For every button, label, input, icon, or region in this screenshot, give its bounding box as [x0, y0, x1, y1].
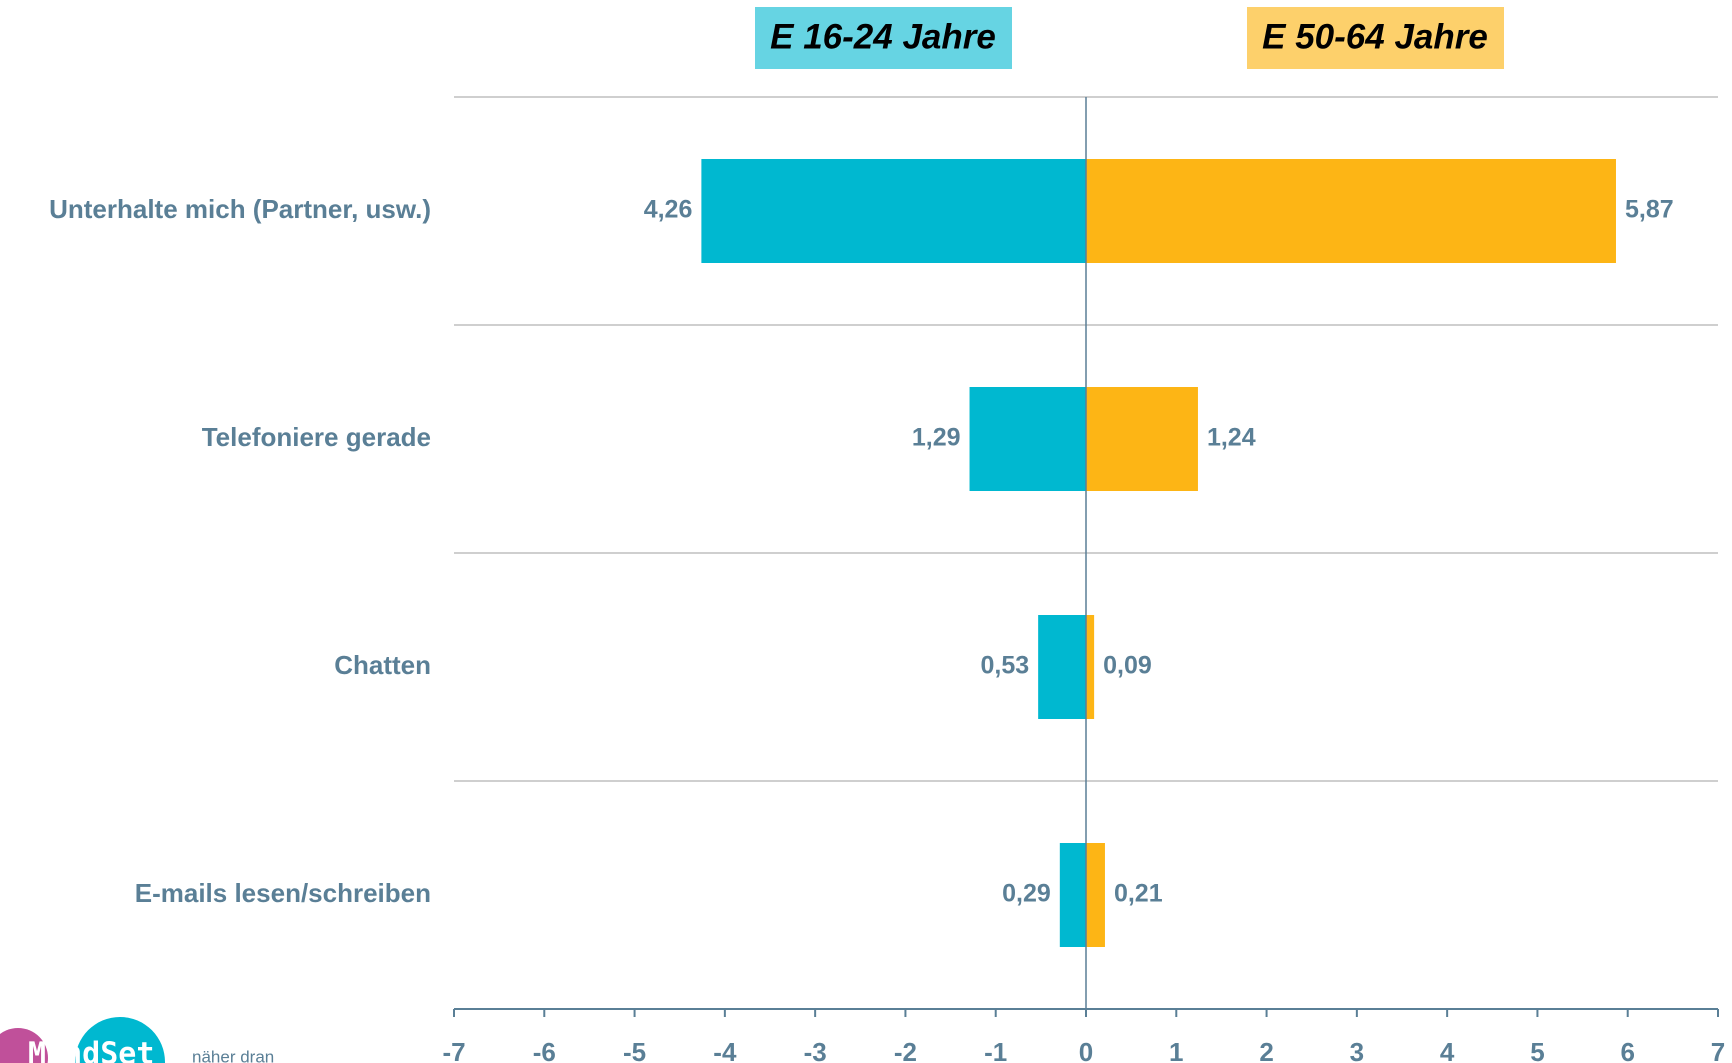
bar — [1038, 615, 1086, 719]
x-tick-label: 7 — [1711, 1037, 1725, 1063]
value-label: 0,53 — [980, 652, 1029, 680]
x-tick-label: 6 — [1620, 1037, 1634, 1063]
legend-label: E 50-64 Jahre — [1262, 17, 1488, 56]
x-tick-label: -3 — [804, 1037, 827, 1063]
value-label: 1,29 — [912, 424, 961, 452]
x-tick-label: -6 — [533, 1037, 556, 1063]
value-label: 4,26 — [644, 196, 693, 224]
bar — [969, 387, 1086, 491]
x-tick-label: -4 — [713, 1037, 737, 1063]
x-tick-label: 3 — [1350, 1037, 1364, 1063]
bar — [1086, 159, 1616, 263]
legend-label: E 16-24 Jahre — [770, 17, 996, 56]
value-label: 0,29 — [1002, 880, 1051, 908]
logo-shape — [0, 1028, 48, 1063]
value-label: 0,21 — [1114, 880, 1163, 908]
legend-swatch — [1247, 7, 1504, 69]
x-tick-label: 5 — [1530, 1037, 1544, 1063]
bar — [1059, 843, 1086, 947]
value-label: 0,09 — [1103, 652, 1152, 680]
bar — [1086, 843, 1105, 947]
logo: MindSet — [28, 1037, 154, 1063]
x-tick-label: -5 — [623, 1037, 646, 1063]
category-label: E-mails lesen/schreiben — [135, 878, 431, 908]
tagline: näher dran — [192, 1047, 274, 1063]
bar — [701, 159, 1086, 263]
category-label: Telefoniere gerade — [202, 422, 431, 452]
bar — [1086, 615, 1095, 719]
value-label: 5,87 — [1625, 196, 1674, 224]
value-label: 1,24 — [1207, 424, 1256, 452]
bar — [1086, 387, 1198, 491]
x-tick-label: -1 — [984, 1037, 1007, 1063]
legend-swatch — [755, 7, 1012, 69]
x-tick-label: 0 — [1079, 1037, 1093, 1063]
x-tick-label: 4 — [1440, 1037, 1455, 1063]
x-tick-label: 2 — [1259, 1037, 1273, 1063]
x-tick-label: -2 — [894, 1037, 917, 1063]
category-label: Unterhalte mich (Partner, usw.) — [49, 194, 431, 224]
logo-shape — [75, 1017, 165, 1063]
x-tick-label: -7 — [442, 1037, 465, 1063]
category-label: Chatten — [334, 650, 431, 680]
x-tick-label: 1 — [1169, 1037, 1183, 1063]
